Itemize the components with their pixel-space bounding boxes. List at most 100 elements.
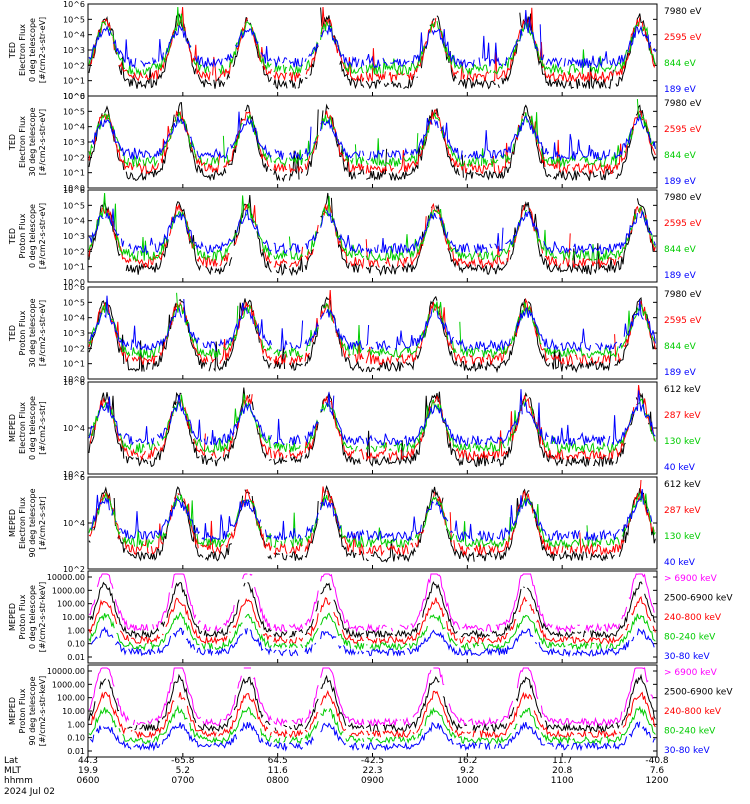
panel-2: 10^0 10^1 10^2 10^3 10^4 10^5 10^6 TED Electron … <box>8 92 702 193</box>
series-trace <box>88 485 656 563</box>
legend-entry: 189 eV <box>664 271 697 281</box>
legend-entry: 40 keV <box>664 463 696 473</box>
y-axis-label: TED <box>8 42 17 59</box>
legend-entry: 30-80 keV <box>664 746 710 756</box>
y-axis-label: 90 deg telescope <box>28 488 37 557</box>
legend-entry: 844 eV <box>664 59 697 69</box>
x-tick-label: 0700 <box>171 776 194 786</box>
panel-8: 10000.00 1000.00 100.00 10.00 1.00 0.10 0.01 ME… <box>8 664 733 758</box>
y-tick-label: 10^6 <box>63 0 85 9</box>
legend-entry: 189 eV <box>664 85 697 95</box>
legend-entry: 130 keV <box>664 532 701 542</box>
x-tick-label: 11.7 <box>552 756 572 766</box>
legend-entry: 80-240 keV <box>664 633 716 643</box>
panel-5: 10^2 10^4 10^6 MEPED Electron Flux 0 deg tele… <box>8 378 701 479</box>
y-tick-label: 10^2 <box>63 565 85 574</box>
series-trace <box>88 201 656 270</box>
x-tick-label: 1100 <box>551 776 574 786</box>
y-tick-label: 10^6 <box>63 283 85 292</box>
x-tick-label: 9.2 <box>460 766 474 776</box>
x-tick-label: 7.6 <box>650 766 665 776</box>
panel-7: 10000.00 1000.00 100.00 10.00 1.00 0.10 0.01 ME… <box>8 570 733 664</box>
y-tick-label: 10^6 <box>63 473 85 482</box>
y-tick-label: 10^4 <box>63 31 85 40</box>
y-axis-label: MEPED <box>8 509 17 537</box>
y-tick-label: 10000.00 <box>47 573 85 582</box>
x-row-label: hhmm <box>4 776 33 786</box>
y-tick-label: 10^2 <box>63 153 85 162</box>
legend-entry: 189 eV <box>664 368 697 378</box>
y-tick-label: 10^4 <box>63 519 85 528</box>
y-tick-label: 10^5 <box>63 107 85 116</box>
legend-entry: 7980 eV <box>664 99 702 109</box>
y-tick-label: 10.00 <box>62 707 85 716</box>
series-trace <box>88 673 656 734</box>
x-row-label: MLT <box>4 766 22 776</box>
series-trace <box>88 389 656 447</box>
legend-entry: 7980 eV <box>664 7 702 17</box>
x-tick-label: 20.8 <box>552 766 572 776</box>
y-tick-label: 10^0 <box>63 184 85 193</box>
y-axis-label: Proton Flux <box>18 310 27 355</box>
legend-entry: 7980 eV <box>664 290 702 300</box>
y-axis-label: 30 deg telescope <box>28 298 37 367</box>
x-tick-label: 0900 <box>361 776 384 786</box>
y-axis-label: TED <box>8 134 17 151</box>
y-tick-label: 10^5 <box>63 15 85 24</box>
y-tick-label: 10^2 <box>63 470 85 479</box>
x-tick-label: 64.5 <box>268 756 288 766</box>
series-trace <box>88 492 656 549</box>
y-tick-label: 10^4 <box>63 123 85 132</box>
panel-1: 10^0 10^1 10^2 10^3 10^4 10^5 10^6 TED Electron … <box>8 0 702 101</box>
y-axis-label: 0 deg telescope <box>28 18 37 82</box>
x-tick-label: 22.3 <box>362 766 382 776</box>
y-tick-label: 100.00 <box>57 694 85 703</box>
y-axis-label: [#/cm2-s-str-eV] <box>38 109 47 175</box>
x-row-label: Lat <box>4 756 19 766</box>
y-tick-label: 1.00 <box>67 626 85 635</box>
x-tick-label: 16.2 <box>457 756 477 766</box>
y-axis-label: 30 deg telescope <box>28 107 37 176</box>
panel-frame <box>87 664 658 758</box>
x-tick-label: 44.3 <box>78 756 98 766</box>
panel-frame <box>87 189 658 283</box>
series-trace <box>88 208 656 255</box>
y-tick-label: 10^4 <box>63 314 85 323</box>
legend-entry: 240-800 keV <box>664 613 722 623</box>
series-trace <box>88 289 656 366</box>
y-axis-label: [#/cm2-s-str] <box>38 496 47 549</box>
y-tick-label: 10^3 <box>63 232 85 241</box>
y-axis-label: 0 deg telescope <box>28 204 37 268</box>
y-axis-label: Electron Flux <box>18 24 27 76</box>
legend-entry: > 6900 keV <box>664 668 718 678</box>
y-axis-label: TED <box>8 228 17 245</box>
series-trace <box>88 573 655 634</box>
y-tick-label: 10^5 <box>63 201 85 210</box>
legend-entry: 287 keV <box>664 506 701 516</box>
y-axis-label: 0 deg telescope <box>28 585 37 649</box>
y-axis-label: MEPED <box>8 697 17 725</box>
series-trace <box>90 626 655 658</box>
x-tick-label: 0800 <box>266 776 289 786</box>
legend-entry: 189 eV <box>664 177 697 187</box>
legend-entry: 2595 eV <box>664 125 702 135</box>
date-label: 2024 Jul 02 <box>4 787 55 797</box>
legend-entry: 612 keV <box>664 385 701 395</box>
series-trace <box>88 6 656 84</box>
series-trace <box>88 295 656 353</box>
legend-entry: 287 keV <box>664 411 701 421</box>
y-tick-label: 0.01 <box>67 747 85 756</box>
x-tick-label: 1000 <box>456 776 479 786</box>
y-tick-label: 10^0 <box>63 375 85 384</box>
legend-entry: 130 keV <box>664 437 701 447</box>
y-tick-label: 10^1 <box>63 263 85 272</box>
x-tick-label: 5.2 <box>176 766 190 776</box>
series-trace <box>88 611 656 652</box>
y-tick-label: 0.10 <box>67 734 85 743</box>
x-tick-label: -65.8 <box>171 756 195 766</box>
y-tick-label: 10^6 <box>63 378 85 387</box>
y-axis-label: [#/cm2-s-str-eV] <box>38 203 47 269</box>
y-axis-label: Proton Flux <box>18 213 27 258</box>
y-tick-label: 10000.00 <box>47 667 85 676</box>
